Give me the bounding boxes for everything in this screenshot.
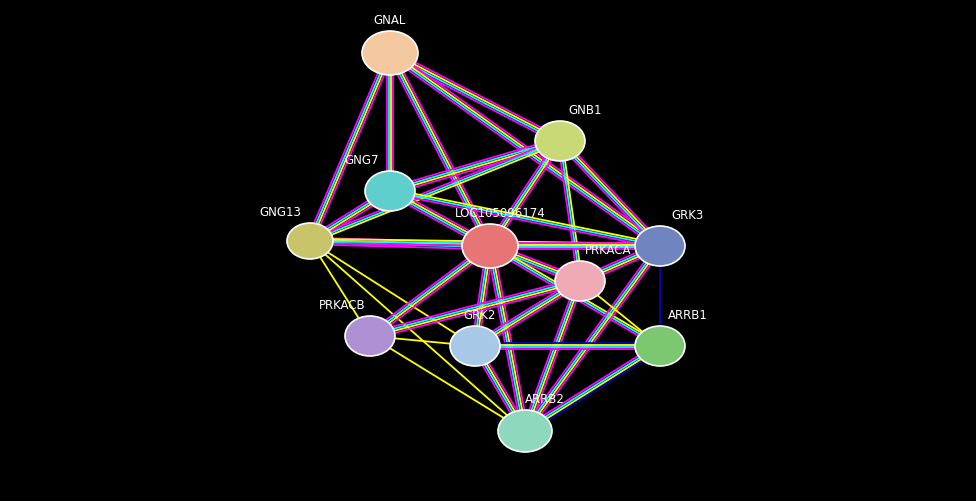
Text: ARRB1: ARRB1 <box>668 309 708 322</box>
Ellipse shape <box>362 31 418 75</box>
Ellipse shape <box>635 226 685 266</box>
Ellipse shape <box>365 171 415 211</box>
Text: GNG13: GNG13 <box>259 206 301 219</box>
Text: GRK3: GRK3 <box>671 209 704 222</box>
Ellipse shape <box>287 223 333 259</box>
Text: ARRB2: ARRB2 <box>525 393 565 406</box>
Text: GNB1: GNB1 <box>568 104 602 117</box>
Ellipse shape <box>450 326 500 366</box>
Text: GNAL: GNAL <box>374 14 406 27</box>
Ellipse shape <box>345 316 395 356</box>
Text: GNG7: GNG7 <box>345 154 380 167</box>
Ellipse shape <box>498 410 552 452</box>
Text: PRKACA: PRKACA <box>585 244 631 257</box>
Text: LOC105096174: LOC105096174 <box>455 207 546 220</box>
Ellipse shape <box>635 326 685 366</box>
Text: PRKACB: PRKACB <box>319 299 365 312</box>
Ellipse shape <box>535 121 585 161</box>
Ellipse shape <box>462 224 518 268</box>
Ellipse shape <box>555 261 605 301</box>
Text: GRK2: GRK2 <box>464 309 496 322</box>
